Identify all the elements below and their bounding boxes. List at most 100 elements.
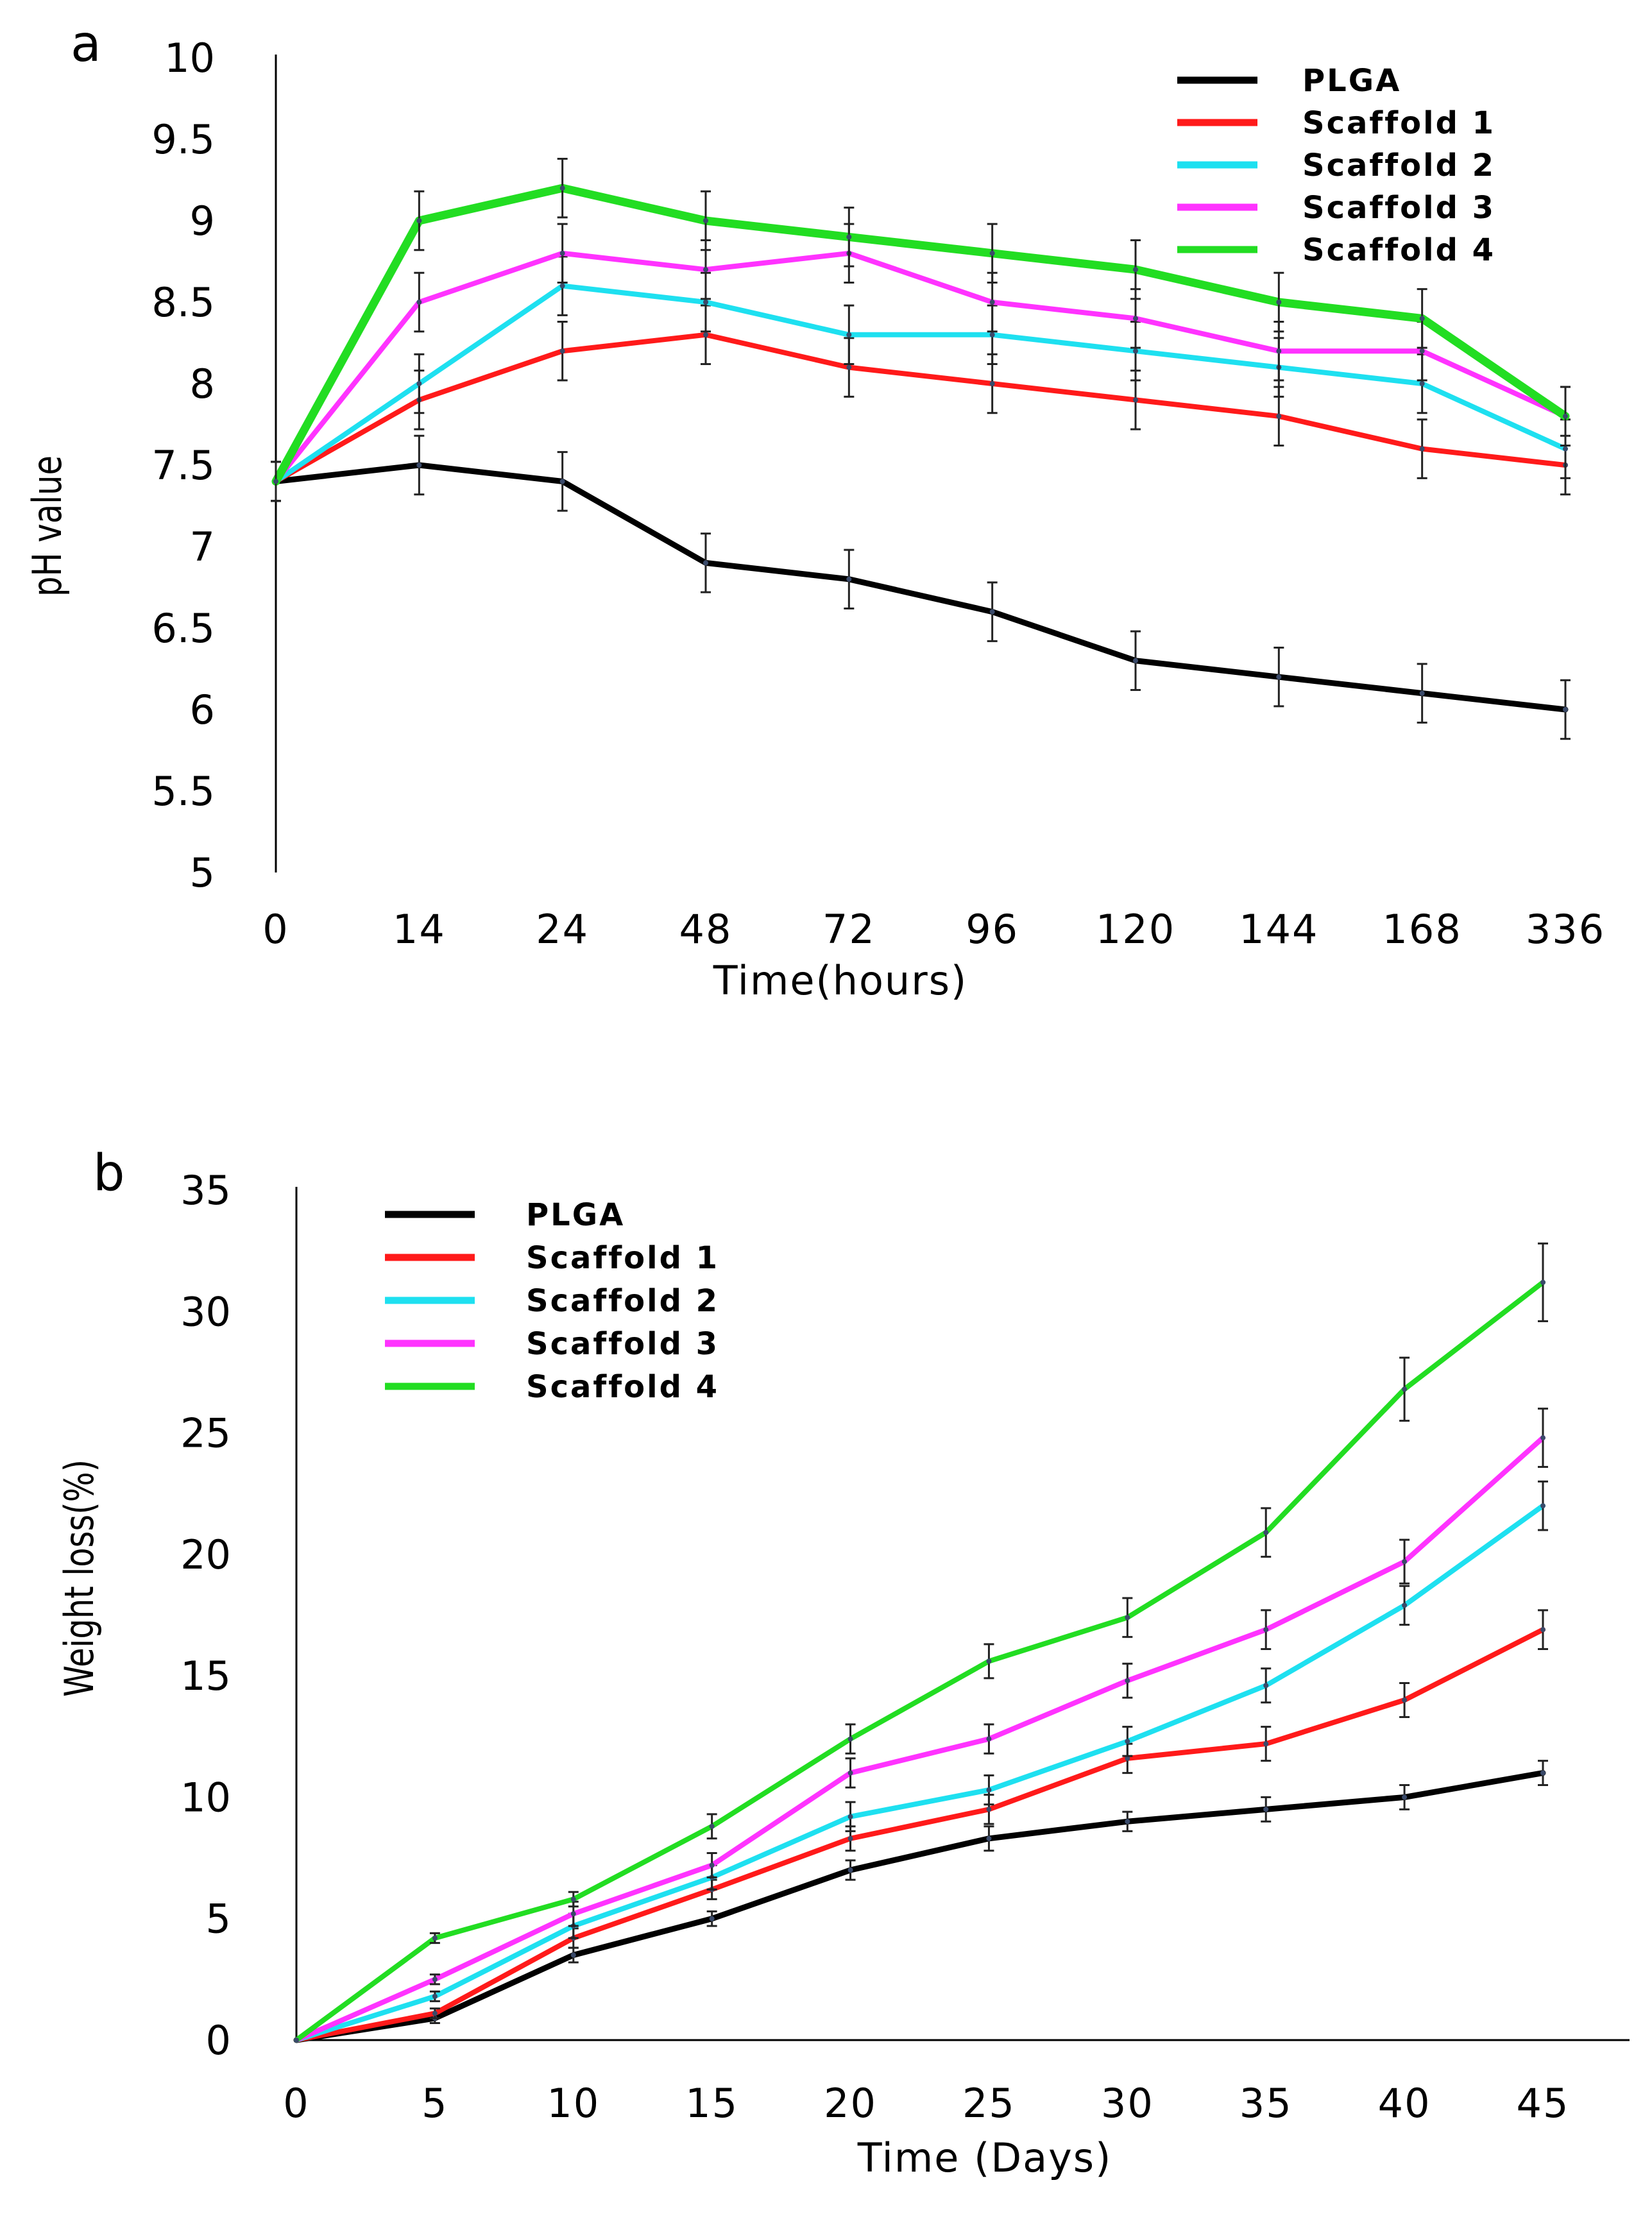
data-point	[703, 332, 708, 337]
data-point	[570, 1911, 576, 1917]
x-tick-label: 336	[1526, 906, 1605, 953]
y-tick-label: 30	[180, 1288, 231, 1335]
data-point	[1125, 1739, 1130, 1744]
legend-label: Scaffold 1	[1302, 105, 1495, 141]
data-point	[1125, 1615, 1130, 1621]
data-point	[703, 267, 708, 273]
x-axis-title: Time (Days)	[857, 2134, 1112, 2181]
y-tick-label: 5	[190, 849, 215, 896]
x-tick-label: 14	[393, 906, 446, 953]
data-point	[559, 185, 565, 191]
series-line	[294, 1279, 1546, 2043]
data-point	[1419, 446, 1425, 452]
x-tick-label: 20	[824, 2080, 877, 2127]
legend-label: PLGA	[526, 1197, 625, 1233]
y-tick-label: 9	[190, 198, 215, 244]
y-tick-label: 8.5	[151, 279, 215, 326]
data-point	[1402, 1698, 1408, 1703]
data-point	[294, 2038, 299, 2043]
y-tick-label: 6.5	[151, 605, 215, 652]
data-point	[1540, 1435, 1546, 1441]
data-point	[432, 1993, 438, 1999]
series-line	[273, 283, 1568, 484]
data-point	[989, 609, 995, 615]
data-point	[703, 300, 708, 305]
panel-b-chart: b 0 5 10 15 20 25 30 35 0 5 10 15 20 25 30 35 40 45 Time (D…	[57, 1145, 1630, 2181]
x-tick-label: 120	[1096, 906, 1175, 953]
data-point	[1276, 300, 1282, 305]
x-tick-label: 25	[962, 2080, 1016, 2127]
data-point	[709, 1823, 715, 1829]
data-point	[559, 479, 565, 484]
data-point	[1125, 1819, 1130, 1825]
data-point	[416, 381, 422, 386]
y-tick-label: 10	[180, 1774, 231, 1821]
series-line	[273, 332, 1568, 484]
data-point	[1263, 1807, 1269, 1812]
data-point	[986, 1835, 992, 1841]
data-point	[846, 332, 852, 337]
data-point	[1402, 1386, 1408, 1392]
data-point	[1563, 446, 1568, 452]
data-point	[989, 300, 995, 305]
series-line	[273, 462, 1569, 713]
data-point	[416, 218, 422, 223]
data-point	[703, 218, 708, 223]
data-point	[986, 1807, 992, 1812]
y-tick-label: 5.5	[151, 768, 215, 815]
data-point	[416, 463, 422, 468]
y-tick-label: 6	[190, 686, 215, 733]
data-point	[1263, 1741, 1269, 1747]
series-line	[293, 1770, 1546, 2043]
data-point	[1540, 1627, 1546, 1633]
series-line	[271, 183, 1570, 486]
data-point	[1419, 381, 1425, 386]
data-point	[432, 1977, 438, 1982]
legend: PLGA Scaffold 1 Scaffold 2 Scaffold 3 Scaffo…	[1177, 63, 1495, 268]
data-point	[1419, 348, 1425, 354]
y-axis-title: Weight loss(%)	[57, 1459, 103, 1697]
data-point	[709, 1862, 715, 1868]
legend-label: Scaffold 3	[526, 1326, 719, 1362]
legend-label: Scaffold 3	[1302, 190, 1495, 226]
x-axis-title: Time(hours)	[713, 957, 967, 1004]
legend-label: Scaffold 2	[1302, 148, 1495, 183]
data-point	[1263, 1529, 1269, 1535]
legend-label: Scaffold 1	[526, 1240, 719, 1276]
legend-label: Scaffold 2	[526, 1283, 719, 1319]
data-point	[559, 250, 565, 256]
series-line	[273, 250, 1568, 484]
y-tick-label: 25	[180, 1410, 231, 1457]
data-point	[1133, 658, 1138, 663]
data-point	[1402, 1603, 1408, 1608]
data-point	[1540, 1279, 1546, 1285]
data-point	[1263, 1683, 1269, 1689]
x-tick-label: 72	[822, 906, 876, 953]
data-point	[1419, 690, 1425, 696]
data-point	[1402, 1559, 1408, 1565]
data-point	[1540, 1503, 1546, 1509]
legend-label: Scaffold 4	[1302, 232, 1495, 268]
series-line	[294, 1503, 1546, 2043]
data-point	[847, 1835, 853, 1841]
x-tick-label: 24	[536, 906, 589, 953]
series-scaffold-3	[294, 1408, 1548, 2043]
data-point	[1402, 1794, 1408, 1800]
y-tick-label: 0	[206, 2017, 231, 2064]
data-point	[847, 1770, 853, 1776]
x-tick-label: 5	[422, 2080, 448, 2127]
data-point	[1276, 348, 1282, 354]
data-point	[986, 1658, 992, 1664]
series-scaffold-4	[294, 1242, 1548, 2043]
data-point	[416, 300, 422, 305]
y-tick-label: 35	[180, 1167, 231, 1214]
data-point	[846, 234, 852, 240]
data-point	[986, 1736, 992, 1742]
data-point	[559, 283, 565, 289]
legend-label: Scaffold 4	[526, 1369, 719, 1405]
data-point	[1540, 1770, 1546, 1776]
data-point	[989, 250, 995, 256]
y-tick-label: 10	[164, 35, 215, 81]
data-point	[1563, 413, 1568, 419]
